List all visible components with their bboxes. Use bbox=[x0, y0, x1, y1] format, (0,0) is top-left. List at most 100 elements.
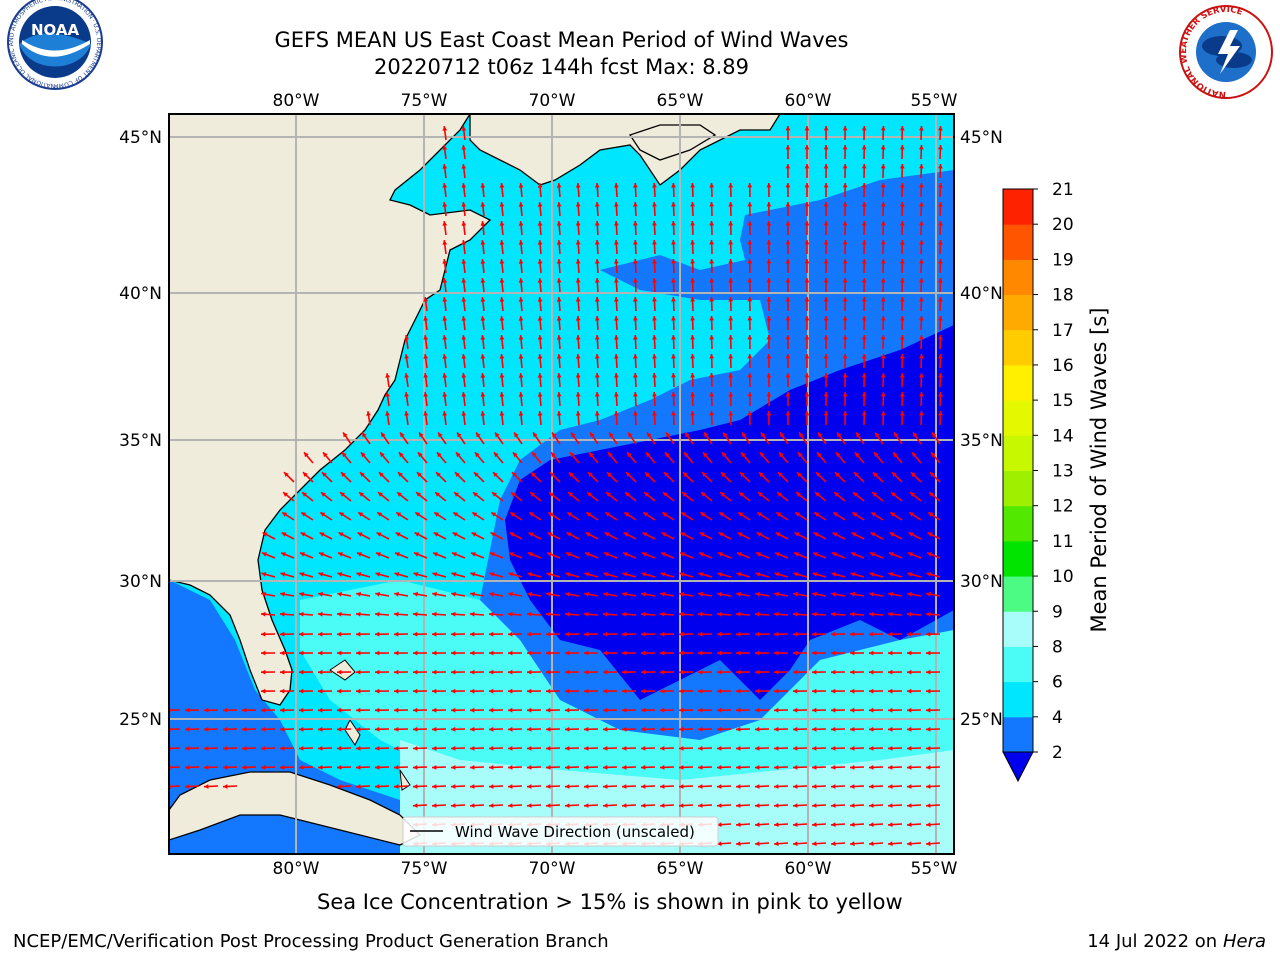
wind-arrow-head bbox=[652, 259, 657, 264]
wind-arrow-head bbox=[804, 335, 810, 340]
wind-arrow-head bbox=[861, 126, 867, 131]
wind-arrow-head bbox=[614, 354, 619, 359]
wind-arrow-head bbox=[375, 650, 380, 656]
wind-arrow-head bbox=[471, 552, 476, 557]
wind-arrow-head bbox=[280, 765, 285, 770]
wind-arrow-head bbox=[423, 335, 429, 340]
wind-arrow-head bbox=[527, 669, 532, 675]
wind-arrow-head bbox=[337, 688, 342, 694]
wind-arrow-head bbox=[571, 432, 576, 438]
wind-arrow-head bbox=[774, 631, 779, 637]
wind-arrow-head bbox=[785, 183, 791, 188]
wind-arrow-head bbox=[756, 532, 762, 537]
wind-arrow-head bbox=[566, 552, 571, 557]
wind-arrow-head bbox=[432, 726, 437, 732]
wind-arrow-head bbox=[660, 591, 665, 597]
wind-arrow-head bbox=[489, 688, 494, 694]
wind-arrow-head bbox=[433, 532, 439, 537]
wind-arrow-head bbox=[842, 164, 848, 169]
wind-arrow-head bbox=[842, 202, 848, 207]
wind-arrow-head bbox=[470, 784, 475, 789]
wind-arrow-head bbox=[907, 631, 912, 637]
wind-arrow-head bbox=[861, 278, 867, 283]
wind-arrow-head bbox=[671, 240, 676, 245]
wind-arrow-head bbox=[461, 278, 467, 283]
colorbar-tick-label: 6 bbox=[1052, 673, 1063, 693]
wind-arrow-head bbox=[614, 335, 619, 340]
wind-arrow-head bbox=[793, 746, 798, 751]
wind-arrow-head bbox=[728, 411, 734, 416]
wind-arrow-head bbox=[766, 259, 772, 264]
wind-arrow-head bbox=[281, 532, 287, 537]
wind-arrow-head bbox=[812, 611, 817, 617]
wind-arrow-head bbox=[379, 472, 384, 477]
wind-arrow-head bbox=[337, 631, 342, 637]
wind-arrow-head bbox=[899, 259, 905, 264]
wind-arrow-head bbox=[680, 532, 686, 537]
wind-arrow-head bbox=[435, 492, 440, 497]
wind-arrow-head bbox=[546, 688, 551, 694]
wind-arrow-head bbox=[932, 432, 937, 438]
wind-arrow-head bbox=[594, 297, 600, 302]
wind-arrow-head bbox=[394, 726, 399, 732]
sea-ice-note: Sea Ice Concentration > 15% is shown in … bbox=[317, 890, 903, 914]
wind-arrow-head bbox=[527, 803, 532, 808]
wind-arrow-head bbox=[537, 354, 543, 359]
wind-arrow-head bbox=[679, 611, 684, 617]
wind-arrow-head bbox=[322, 472, 327, 477]
wind-arrow-head bbox=[736, 688, 741, 694]
wind-arrow-head bbox=[907, 803, 912, 808]
wind-arrow-head bbox=[451, 611, 456, 617]
wind-arrow-head bbox=[413, 765, 418, 770]
wind-arrow-head bbox=[660, 746, 665, 751]
wind-arrow-head bbox=[660, 650, 665, 656]
wind-arrow-head bbox=[812, 707, 817, 713]
wind-arrow-head bbox=[584, 765, 589, 770]
wind-arrow-head bbox=[907, 784, 912, 789]
wind-arrow-head bbox=[850, 572, 856, 577]
wind-arrow-head bbox=[747, 392, 753, 397]
wind-arrow-head bbox=[641, 746, 646, 751]
wind-arrow-head bbox=[814, 512, 820, 517]
lon-label: 60°W bbox=[785, 859, 832, 879]
wind-arrow-head bbox=[527, 591, 532, 597]
wind-arrow-head bbox=[499, 183, 505, 188]
wind-arrow-head bbox=[880, 240, 886, 245]
wind-arrow-head bbox=[323, 452, 328, 458]
wind-arrow-head bbox=[642, 532, 648, 537]
wind-arrow-head bbox=[633, 373, 638, 378]
wind-arrow-head bbox=[546, 803, 551, 808]
wind-arrow-head bbox=[907, 572, 913, 577]
wind-arrow-head bbox=[804, 278, 810, 283]
wind-arrow-head bbox=[508, 746, 513, 751]
wind-arrow-head bbox=[508, 611, 513, 617]
wind-arrow-head bbox=[785, 373, 791, 378]
wind-arrow-head bbox=[899, 145, 905, 150]
wind-arrow-head bbox=[594, 259, 600, 264]
wind-arrow-head bbox=[318, 688, 323, 694]
wind-arrow-head bbox=[432, 765, 437, 770]
wind-arrow-head bbox=[280, 669, 285, 675]
wind-arrow-head bbox=[413, 688, 418, 694]
wind-arrow-head bbox=[413, 650, 418, 656]
wind-arrow-head bbox=[736, 707, 741, 713]
wind-arrow-head bbox=[570, 452, 575, 458]
wind-arrow-head bbox=[518, 240, 524, 245]
wind-arrow-head bbox=[614, 278, 619, 283]
wind-arrow-head bbox=[910, 492, 915, 497]
wind-arrow-head bbox=[842, 335, 848, 340]
wind-arrow-head bbox=[432, 688, 437, 694]
wind-arrow-head bbox=[907, 746, 912, 751]
wind-arrow-head bbox=[938, 183, 943, 188]
wind-arrow-head bbox=[625, 492, 630, 497]
wind-arrow-head bbox=[831, 611, 836, 617]
lon-label: 60°W bbox=[785, 91, 832, 111]
wind-arrow-head bbox=[869, 841, 874, 847]
wind-arrow-head bbox=[747, 297, 753, 302]
wind-arrow-head bbox=[930, 472, 935, 477]
wind-arrow-head bbox=[698, 669, 703, 675]
wind-arrow-head bbox=[869, 822, 874, 827]
wind-arrow-head bbox=[823, 202, 829, 207]
wind-arrow-head bbox=[480, 354, 486, 359]
wind-arrow-head bbox=[908, 532, 914, 537]
